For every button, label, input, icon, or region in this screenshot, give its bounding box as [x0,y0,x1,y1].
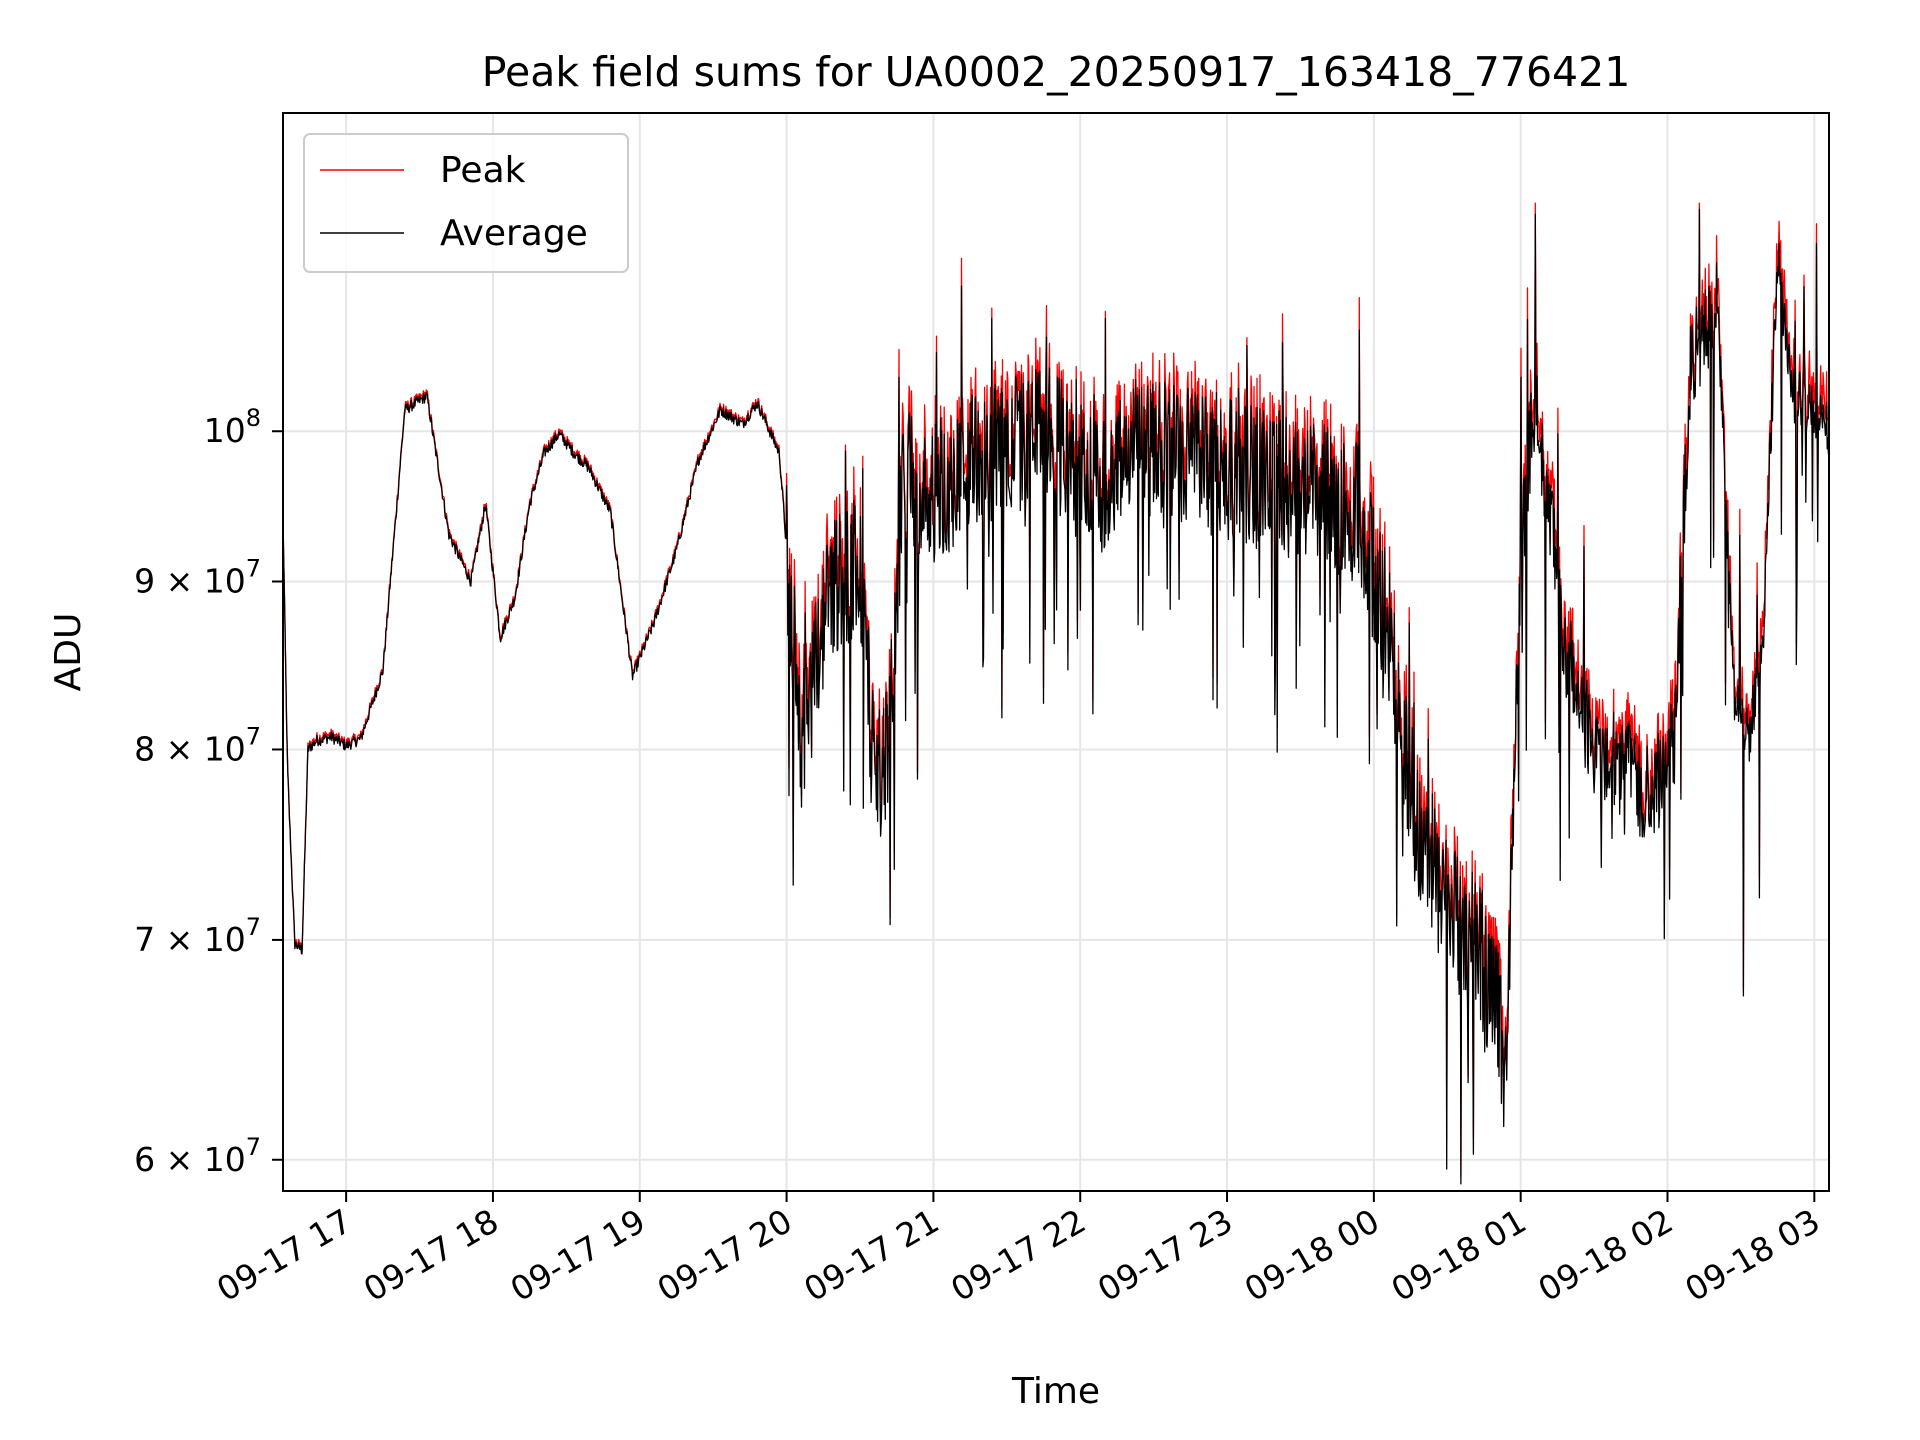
legend-box [303,133,629,273]
y-tick-label: 8 × 107​ [134,722,261,768]
legend: Peak Average [303,133,629,273]
chart-title: Peak field sums for UA0002_20250917_1634… [482,48,1631,96]
legend-average-label: Average [440,213,588,254]
y-tick-label: 7 × 107​ [134,913,261,959]
legend-peak-label: Peak [440,150,526,191]
y-tick-label: 108​ [204,404,261,450]
series-layer [283,202,1829,1185]
plot-frame [282,112,1830,1192]
y-axis-ticks: 6 × 107​ 7 × 107​ 8 × 107​ 9 × 107​ 108​ [134,404,283,1179]
average-series-line [283,208,1829,1185]
x-axis-label: Time [1011,1371,1100,1412]
y-axis-label: ADU [48,613,89,692]
y-tick-label: 9 × 107​ [134,555,261,601]
y-tick-label: 6 × 107​ [134,1133,261,1179]
